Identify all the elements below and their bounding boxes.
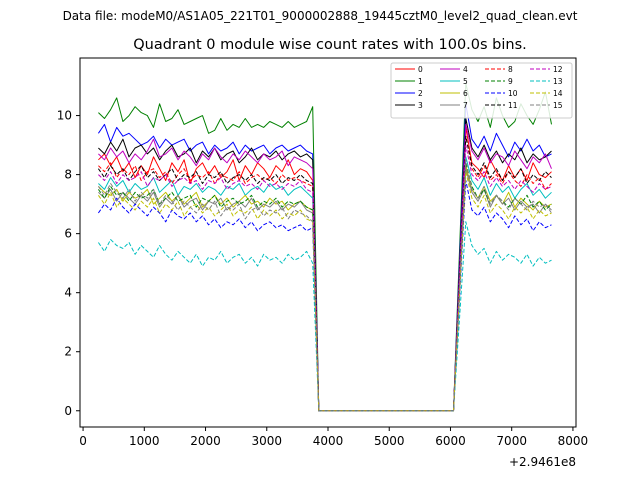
legend-label-14: 14	[553, 89, 563, 98]
x-tick-label: 5000	[374, 434, 405, 448]
y-tick-label: 0	[64, 404, 72, 418]
legend-label-6: 6	[463, 89, 468, 98]
legend-label-1: 1	[418, 77, 423, 86]
x-tick-label: 1000	[129, 434, 160, 448]
y-tick-label: 2	[64, 345, 72, 359]
series-layer	[97, 82, 552, 412]
chart-title: Quadrant 0 module wise count rates with …	[133, 37, 527, 53]
x-tick-label: 6000	[435, 434, 466, 448]
series-line-4	[98, 123, 552, 412]
legend-label-5: 5	[463, 77, 468, 86]
legend-label-12: 12	[553, 65, 563, 74]
series-line-13	[97, 221, 552, 412]
y-tick-label: 10	[57, 109, 72, 123]
legend-label-13: 13	[553, 77, 563, 86]
y-tick-label: 6	[64, 227, 72, 241]
x-tick-label: 0	[79, 434, 87, 448]
legend-label-0: 0	[418, 65, 423, 74]
x-tick-label: 7000	[496, 434, 527, 448]
legend-label-8: 8	[508, 65, 513, 74]
x-axis: 0 1000 2000 3000 4000 5000 6000 7000 8000	[79, 427, 588, 448]
chart-suptitle: Data file: modeM0/AS1A05_221T01_90000028…	[63, 9, 578, 23]
series-line-15	[97, 159, 552, 412]
legend-label-3: 3	[418, 101, 423, 110]
series-line-10	[97, 180, 552, 412]
y-axis: 0 2 4 6 8 10	[57, 109, 80, 418]
x-tick-label: 2000	[190, 434, 221, 448]
legend-label-15: 15	[553, 101, 563, 110]
legend-label-2: 2	[418, 89, 423, 98]
series-line-11	[97, 135, 552, 412]
y-tick-label: 8	[64, 168, 72, 182]
legend-label-10: 10	[508, 89, 518, 98]
series-line-8	[98, 135, 552, 412]
x-offset-label: +2.9461e8	[509, 455, 576, 469]
x-tick-label: 3000	[251, 434, 282, 448]
x-tick-label: 4000	[313, 434, 344, 448]
legend-label-4: 4	[463, 65, 468, 74]
legend-box	[390, 62, 573, 119]
series-line-7	[98, 168, 552, 412]
series-line-12	[98, 144, 552, 412]
legend-label-7: 7	[463, 101, 468, 110]
series-line-2	[97, 103, 552, 412]
y-tick-label: 4	[64, 286, 72, 300]
legend-label-9: 9	[508, 77, 513, 86]
x-tick-label: 8000	[558, 434, 589, 448]
plot-area	[80, 58, 576, 427]
legend-label-11: 11	[508, 101, 518, 110]
